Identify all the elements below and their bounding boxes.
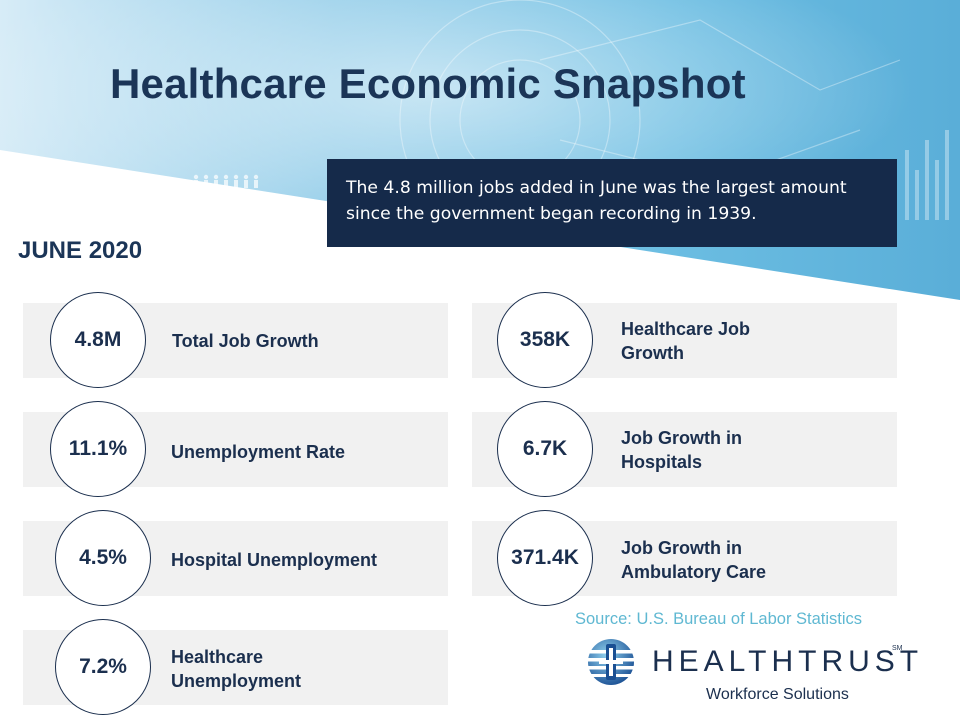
stat-value-circle: 371.4K (497, 510, 593, 606)
stat-value-circle: 4.8M (50, 292, 146, 388)
hero-banner (0, 0, 960, 310)
stat-label: Unemployment Rate (171, 442, 346, 462)
stat-value-circle: 6.7K (497, 401, 593, 497)
report-period: JUNE 2020 (18, 237, 143, 264)
brand-wordmark: HEALTHTRUST (652, 645, 924, 678)
source-citation: Source: U.S. Bureau of Labor Statistics (575, 610, 863, 628)
page-title: Healthcare Economic Snapshot (110, 60, 746, 107)
brand-servicemark: SM (892, 645, 903, 652)
brand-subtitle: Workforce Solutions (706, 686, 849, 703)
stat-label: Job Growth in Hospitals (621, 428, 742, 472)
stat-label: Healthcare Job Growth (621, 319, 751, 363)
stat-value-circle: 4.5% (55, 510, 151, 606)
stat-label: Healthcare Unemployment (171, 647, 302, 691)
hero-background-graphic (0, 0, 960, 300)
stat-label: Job Growth in Ambulatory Care (621, 538, 767, 582)
stat-value-circle: 11.1% (50, 401, 146, 497)
stat-value-circle: 7.2% (55, 619, 151, 715)
stat-label: Total Job Growth (172, 331, 319, 351)
people-icons-decoration (193, 174, 259, 188)
healthtrust-globe-logo (582, 639, 640, 685)
stat-value-circle: 358K (497, 292, 593, 388)
stat-label: Hospital Unemployment (171, 550, 378, 570)
headline-callout: The 4.8 million jobs added in June was t… (327, 159, 897, 247)
